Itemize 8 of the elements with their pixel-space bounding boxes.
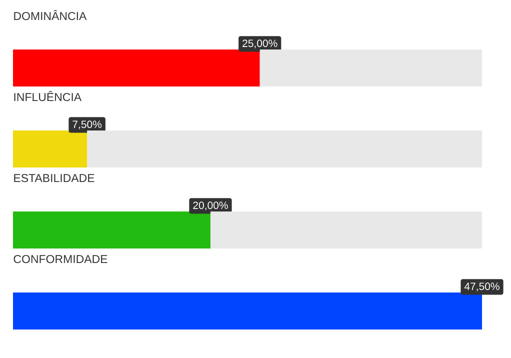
data-label: 20,00%: [193, 202, 228, 210]
y-tick-label: CONFORMIDADE: [14, 254, 108, 264]
data-label: 7,50%: [72, 120, 102, 130]
data-label: 47,50%: [464, 282, 500, 292]
y-tick-label: ESTABILIDADE: [14, 174, 94, 182]
data-label: 25,00%: [242, 40, 278, 48]
y-tick-label: INFLUÊNCIA: [14, 90, 82, 102]
y-tick-label: DOMINÂNCIA: [14, 10, 87, 20]
